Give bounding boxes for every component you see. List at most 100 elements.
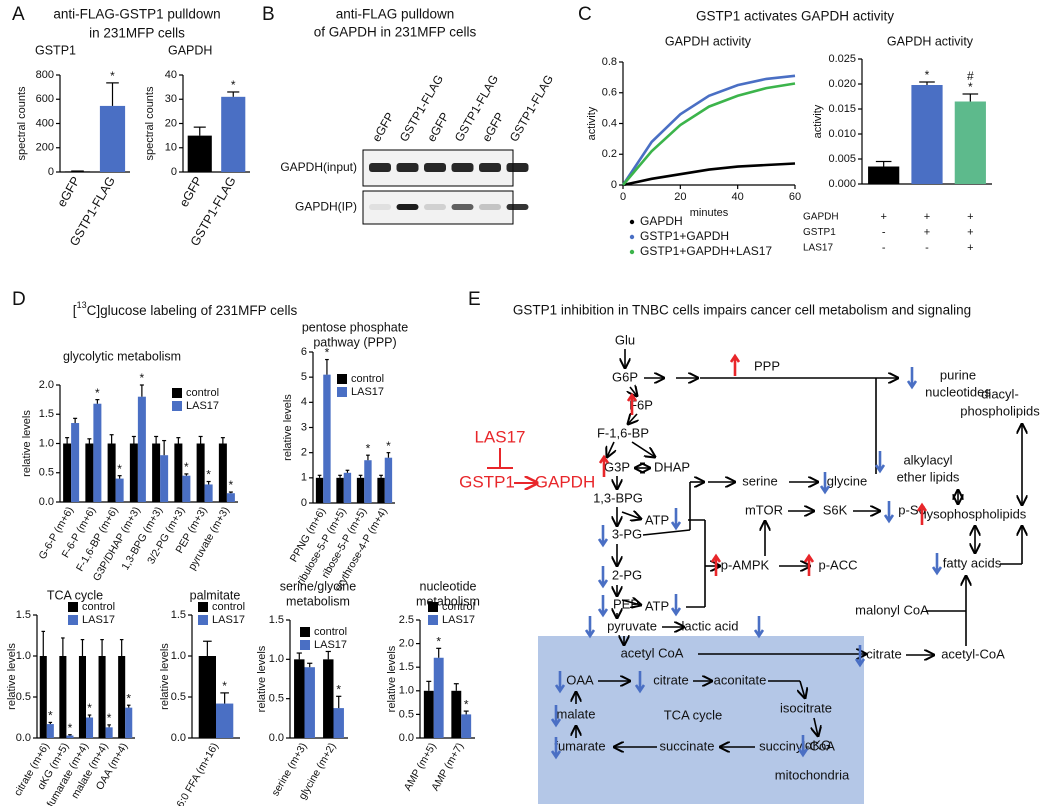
legend-swatch [300,640,310,650]
node-label: alkylacyl [903,452,952,467]
legend-swatch [68,602,78,612]
bar [93,403,102,502]
node-label: lactic acid [681,618,738,633]
bar [125,707,133,738]
y-tick-label: 0.5 [171,691,186,703]
bar [216,703,234,738]
node-label: succinyl-CoA [759,738,835,753]
node-label: succinate [660,738,715,753]
significance-mark: * [206,468,211,482]
y-tick-label: 0 [611,179,617,191]
bar [204,484,213,502]
node-label: diacyl- [981,386,1019,401]
y-tick-label: 400 [36,117,54,129]
y-tick-label: 0.5 [39,467,54,479]
node-label: lysophospholipids [924,506,1027,521]
heading: anti-FLAG-GSTP1 pulldown [53,7,220,22]
pathway-arrow [621,512,641,519]
bar [218,443,227,502]
bar [954,101,986,184]
significance-mark: * [436,634,441,648]
decrease-indicator [854,645,866,668]
bar [105,727,113,738]
y-tick-label: 0.5 [16,691,31,703]
y-tick-label: 1 [301,472,307,484]
decrease-indicator [584,616,596,639]
node-label: GAPDH [535,472,595,491]
legend-swatch [629,234,635,240]
legend-label: LAS17 [442,614,475,626]
y-tick-label: 0 [301,497,307,509]
bar [333,708,344,738]
significance-mark: * [184,460,189,474]
y-tick-label: 0.0 [171,732,186,744]
x-tick-label: 0 [620,191,626,203]
legend-swatch [198,615,208,625]
increase-indicator [710,553,722,576]
significance-mark: * [464,697,469,711]
heading: anti-FLAG pulldown [336,7,455,22]
bar [198,656,216,738]
heading-part: C]glucose labeling of 231MFP cells [87,303,298,318]
chart-title: pentose phosphate [302,320,408,334]
x-tick-label: 40 [732,191,744,203]
significance-mark: * [336,682,341,696]
node-label: mitochondria [775,767,850,782]
legend-swatch [428,602,438,612]
decrease-indicator [634,671,646,694]
blot-panel [362,190,514,225]
chart-title: metabolism [286,594,350,608]
node-label: ether lipids [897,469,960,484]
pathway-arrow [630,387,637,396]
y-tick-label: 1.5 [269,614,284,626]
increase-indicator [916,502,928,525]
table-cell: + [967,226,973,238]
legend-label: GAPDH [640,214,683,228]
y-tick-label: 0.0 [269,732,284,744]
bar [451,690,462,738]
node-label: pyruvate [607,618,657,633]
line-series [621,74,796,186]
node-label: 2-PG [612,567,642,582]
table-cell: + [924,211,930,223]
y-tick-label: 0.8 [602,56,617,68]
blot-row-label: GAPDH(IP) [295,200,357,214]
y-tick-label: 1.0 [171,650,186,662]
blot-band [424,163,446,172]
pathway-arrow [642,529,691,536]
node-label: ATP [645,512,669,527]
decrease-indicator [883,501,895,524]
significance-mark: * [48,709,53,723]
table-cell: - [882,226,886,238]
legend-label: control [442,601,475,613]
blot-band [424,204,446,210]
bar [99,105,126,172]
table-cell: + [967,242,973,254]
blot-row-label: GAPDH(input) [280,160,357,174]
y-tick-label: 0 [48,166,54,178]
y-tick-label: 0.5 [269,693,284,705]
panel-label: A [12,4,25,25]
legend-swatch [337,387,347,397]
legend-swatch [629,249,635,255]
chart-title: GAPDH activity [887,34,974,48]
y-tick-label: 0.000 [828,178,856,190]
bar [85,443,94,502]
bar [107,443,116,502]
node-label: 3-PG [612,526,642,541]
y-tick-label: 200 [36,142,54,154]
significance-mark: * [87,701,92,715]
increase-indicator [598,454,610,477]
node-label: malonyl CoA [855,602,929,617]
panel-label: C [578,4,592,25]
bar [323,659,334,738]
y-tick-label: 4 [301,396,307,408]
table-cell: + [924,226,930,238]
node-label: malate [556,706,595,721]
bar [226,493,235,502]
bar [356,477,365,503]
decrease-indicator [670,508,682,531]
chart-title: serine/glycine [280,579,356,593]
decrease-indicator [819,472,831,495]
